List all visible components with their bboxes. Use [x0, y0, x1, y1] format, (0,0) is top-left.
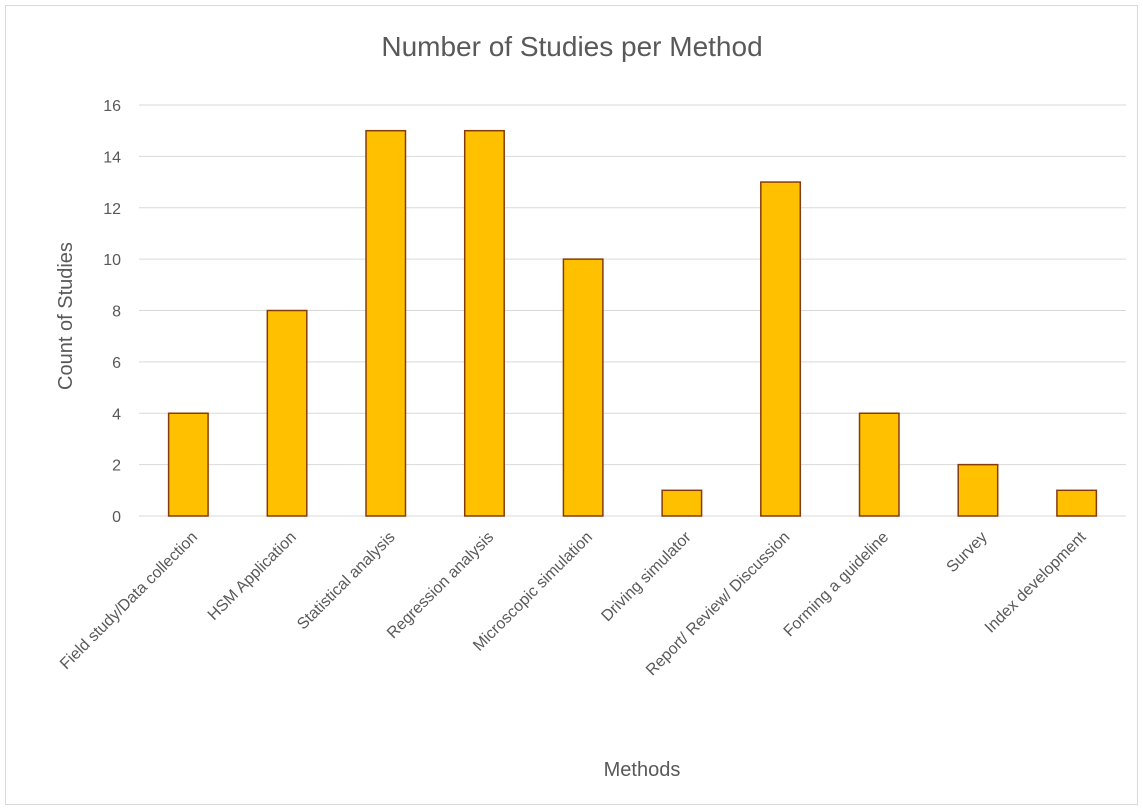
y-tick-label: 16 [103, 98, 121, 115]
x-axis-title: Methods [604, 759, 681, 781]
bar [858, 412, 900, 517]
y-tick-label: 4 [112, 406, 121, 423]
x-category-label: Survey [944, 529, 991, 576]
bar [957, 463, 999, 517]
x-category-label: Field study/Data collection [57, 529, 201, 673]
y-tick-label: 6 [112, 355, 121, 372]
bar [1056, 489, 1098, 517]
bar-chart: Number of Studies per Method Count of St… [55, 31, 1126, 781]
y-tick-label: 12 [103, 201, 121, 218]
chart-frame: Number of Studies per Method Count of St… [5, 5, 1138, 805]
y-tick-label: 0 [112, 509, 121, 526]
y-axis-title: Count of Studies [55, 242, 77, 390]
x-category-label: Forming a guideline [781, 529, 892, 640]
x-category-label: HSM Application [205, 529, 300, 624]
y-tick-labels: 0 2 4 6 8 10 12 14 16 [103, 98, 121, 526]
bar [365, 129, 407, 517]
bar [463, 129, 505, 517]
bar [661, 489, 703, 517]
x-category-label: Index development [982, 528, 1090, 636]
y-tick-label: 2 [112, 458, 121, 475]
chart-title: Number of Studies per Method [381, 31, 762, 62]
bar [760, 181, 802, 517]
y-tick-label: 8 [112, 304, 121, 321]
x-category-label: Statistical analysis [294, 529, 398, 633]
y-tick-label: 14 [103, 149, 121, 166]
x-category-label: Driving simulator [598, 528, 695, 625]
y-tick-label: 10 [103, 252, 121, 269]
bar [167, 412, 209, 517]
bars [167, 129, 1098, 517]
bar [266, 309, 308, 517]
x-category-labels: Field study/Data collection HSM Applicati… [57, 528, 1090, 679]
bar [562, 258, 604, 517]
x-category-label: Regression analysis [384, 529, 497, 642]
